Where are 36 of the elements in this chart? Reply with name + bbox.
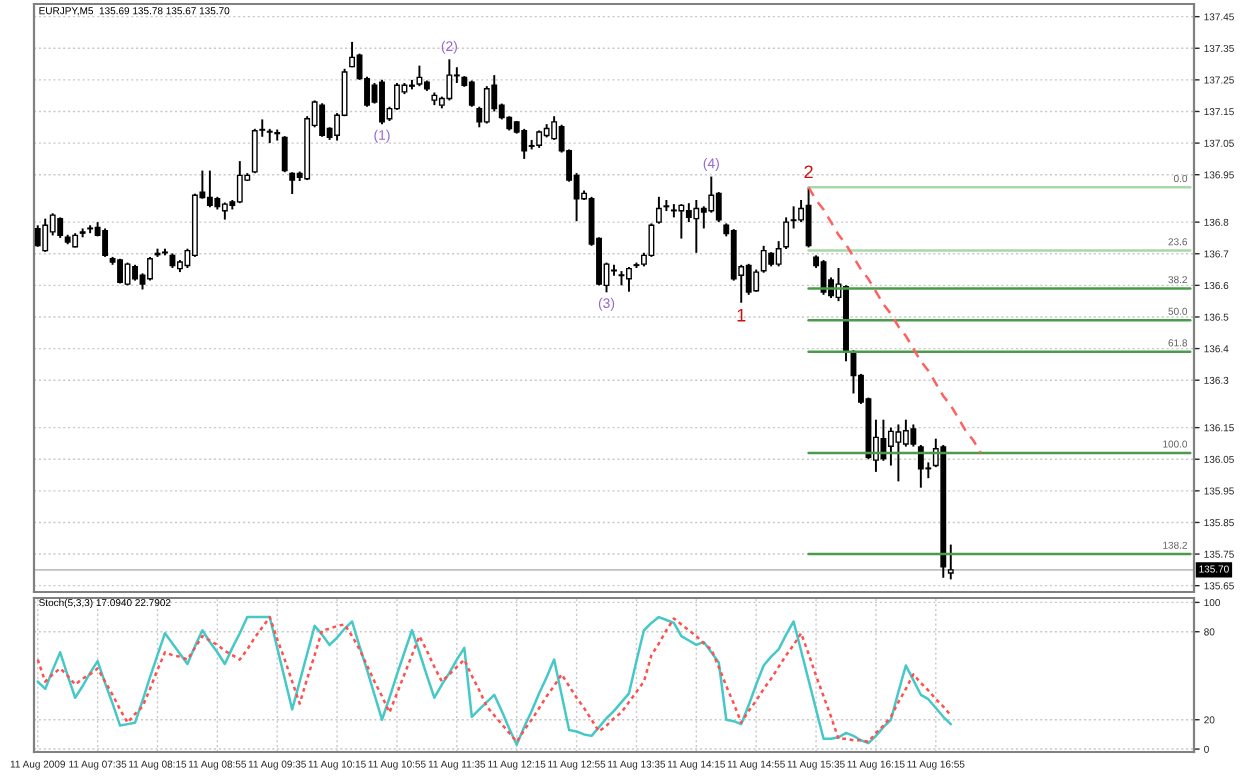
candlestick <box>379 78 385 126</box>
candlestick <box>446 58 453 102</box>
candlestick <box>281 135 288 174</box>
candlestick <box>805 186 812 249</box>
line-series <box>807 186 982 455</box>
candlestick <box>251 127 258 175</box>
candlestick <box>655 195 662 225</box>
candlestick <box>206 169 213 209</box>
candlestick <box>394 82 400 111</box>
candlestick <box>678 203 685 240</box>
candlestick <box>685 202 692 224</box>
annotation: 1 <box>737 308 746 322</box>
candlestick <box>693 199 700 254</box>
candlestick <box>947 543 954 581</box>
candlestick <box>895 423 902 483</box>
candlestick <box>910 423 917 448</box>
candlestick <box>319 102 326 138</box>
candlestick <box>626 266 632 293</box>
candlestick <box>521 127 528 160</box>
candlestick <box>468 79 475 108</box>
candlestick <box>236 160 243 205</box>
candlestick <box>289 171 296 195</box>
candlestick <box>57 216 64 239</box>
candlestick <box>102 227 109 258</box>
candlestick <box>917 444 924 489</box>
candlestick <box>902 418 909 448</box>
candlestick <box>745 262 752 296</box>
candlestick <box>147 255 153 282</box>
candlestick <box>42 217 49 253</box>
candlestick <box>34 224 41 248</box>
annotation: 2 <box>804 165 813 179</box>
candlestick <box>416 64 423 88</box>
candlestick <box>648 222 655 258</box>
candlestick <box>880 418 887 462</box>
candlestick <box>715 191 722 224</box>
candlestick <box>790 205 797 230</box>
